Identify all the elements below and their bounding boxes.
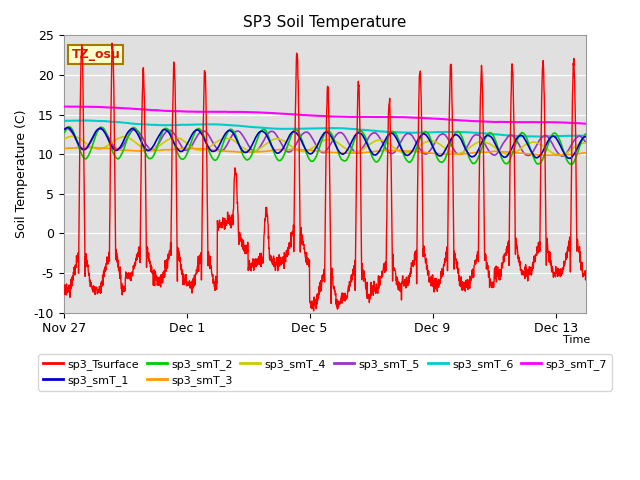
Text: TZ_osu: TZ_osu [72, 48, 120, 61]
Text: Time: Time [563, 336, 591, 345]
Y-axis label: Soil Temperature (C): Soil Temperature (C) [15, 110, 28, 238]
Title: SP3 Soil Temperature: SP3 Soil Temperature [243, 15, 406, 30]
Legend: sp3_Tsurface, sp3_smT_1, sp3_smT_2, sp3_smT_3, sp3_smT_4, sp3_smT_5, sp3_smT_6, : sp3_Tsurface, sp3_smT_1, sp3_smT_2, sp3_… [38, 354, 612, 391]
